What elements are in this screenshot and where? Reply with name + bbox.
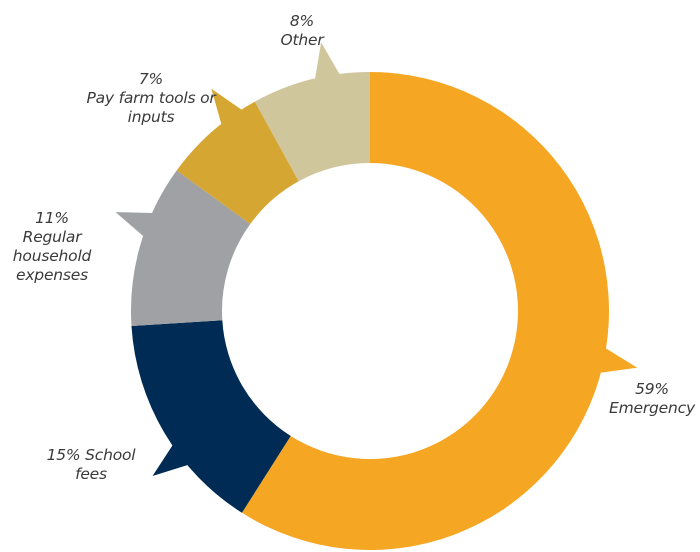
slice-pay-farm-tools-or-inputs [176,101,299,225]
label-farm-pct: 7% [138,70,164,88]
label-emergency-pct: 59% [635,380,669,398]
label-other-pct: 8% [289,12,315,30]
label-other: 8% Other [262,12,342,50]
label-emergency-name: Emergency [609,399,695,417]
slice-other [254,72,370,182]
label-farm-name-1: Pay farm tools or [86,89,216,107]
slice-regular-household-expenses [131,170,251,327]
pointer-pay-farm-tools-or-inputs [211,88,251,135]
slice-school-fees [131,320,291,513]
label-emergency: 59% Emergency [604,380,700,418]
label-household-name-2: household [12,247,92,265]
label-school-fees: 15% School fees [36,446,146,484]
label-household-name-1: Regular [22,228,82,246]
label-other-name: Other [280,31,324,49]
label-farm-name-2: inputs [127,108,175,126]
label-school-name: fees [75,465,107,483]
slice-emergency [241,72,610,550]
label-household: 11% Regular household expenses [4,209,100,285]
label-household-name-3: expenses [16,266,88,284]
label-school-pct-name: 15% School [46,446,136,464]
label-household-pct: 11% [35,209,69,227]
label-farm-tools: 7% Pay farm tools or inputs [76,70,226,127]
pointer-school-fees [152,436,198,477]
